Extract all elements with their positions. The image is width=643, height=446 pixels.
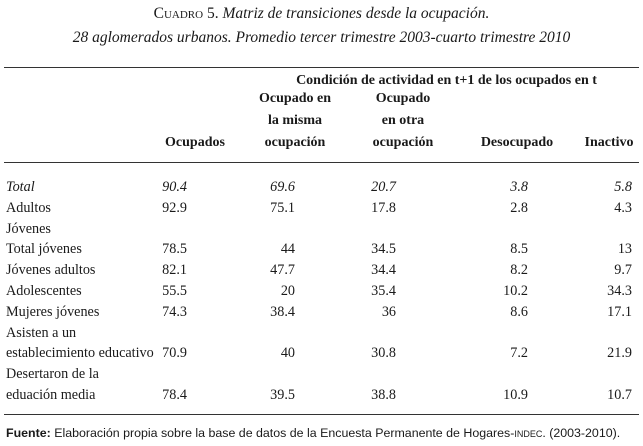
cell-value: 70.9 (162, 345, 187, 362)
table-caption-title: Cuadro 5. Matriz de transiciones desde l… (0, 5, 643, 23)
row-label: Desertaron de la (6, 366, 99, 383)
cell-value: 13 (617, 241, 632, 258)
row-label: Total (6, 179, 35, 195)
cell-value: 9.7 (614, 262, 632, 279)
source-abbr: indec (514, 426, 543, 440)
col-header-inactivo: Inactivo (573, 132, 643, 154)
cell-value: 20.7 (371, 179, 396, 195)
cell-value: 8.5 (510, 241, 528, 258)
col-header-otra-ocupacion: Ocupado en otra ocupación (348, 88, 458, 154)
cell-value: 4.3 (614, 199, 632, 216)
caption-label: Cuadro 5. (153, 5, 219, 22)
cell-value: 40 (280, 345, 295, 362)
table-row: Adolescentes 55.5 20 35.4 10.2 34.3 (0, 280, 643, 301)
cell-value: 78.4 (162, 386, 187, 403)
row-label: eduación media (6, 386, 96, 403)
cell-value: 2.8 (510, 199, 528, 216)
cell-value: 34.3 (607, 283, 632, 299)
table-row: Adultos 92.9 75.1 17.8 2.8 4.3 (0, 197, 643, 218)
cell-value: 8.2 (510, 262, 528, 279)
row-label: Jóvenes (6, 220, 51, 237)
row-label: Adultos (6, 199, 51, 216)
cell-value: 8.6 (510, 303, 528, 320)
row-label: establecimiento educativo (6, 345, 154, 362)
col-header-line: Ocupado (375, 91, 431, 106)
cell-value: 55.5 (162, 283, 187, 299)
cell-value: 69.6 (270, 179, 295, 195)
cell-value: 92.9 (162, 199, 187, 216)
source-label: Fuente: (6, 426, 51, 440)
row-label: Asisten a un (6, 324, 77, 341)
cell-value: 17.8 (371, 199, 396, 216)
cell-value: 34.4 (371, 262, 396, 279)
table-caption-subtitle: 28 aglomerados urbanos. Promedio tercer … (72, 29, 571, 46)
source-note: Fuente: Elaboración propia sobre la base… (6, 426, 620, 440)
cell-value: 38.4 (270, 303, 295, 320)
cell-value: 20 (280, 283, 295, 299)
col-header-desocupado: Desocupado (462, 132, 572, 154)
cell-value: 35.4 (371, 283, 396, 299)
cell-value: 7.2 (510, 345, 528, 362)
cell-value: 36 (381, 303, 396, 320)
table-row: Total 90.4 69.6 20.7 3.8 5.8 (0, 176, 643, 197)
source-tail: . (2003-2010). (542, 426, 621, 440)
cell-value: 74.3 (162, 303, 187, 320)
source-text: Elaboración propia sobre la base de dato… (54, 426, 515, 440)
cell-value: 21.9 (607, 345, 632, 362)
col-header-line: ocupación (264, 135, 326, 150)
col-header-line: Desocupado (480, 135, 554, 150)
cell-value: 47.7 (270, 262, 295, 279)
cell-value: 10.2 (503, 283, 528, 299)
row-label: Total jóvenes (6, 241, 82, 258)
cell-value: 10.7 (607, 386, 632, 403)
table-row: Jóvenes (0, 218, 643, 239)
cell-value: 82.1 (162, 262, 187, 279)
cell-value: 5.8 (614, 179, 632, 195)
table-row: Total jóvenes 78.5 44 34.5 8.5 13 (0, 238, 643, 259)
cell-value: 10.9 (503, 386, 528, 403)
table-row: Desertaron de la eduación media 78.4 39.5 38… (0, 363, 643, 405)
col-header-misma-ocupacion: Ocupado en la misma ocupación (240, 88, 350, 154)
table-row: Mujeres jóvenes 74.3 38.4 36 8.6 17.1 (0, 301, 643, 322)
bottom-rule (4, 414, 639, 415)
group-header: Condición de actividad en t+1 de los ocu… (296, 73, 597, 88)
cell-value: 75.1 (270, 199, 295, 216)
col-header-line: en otra (381, 113, 425, 128)
row-label: Adolescentes (6, 283, 82, 299)
cell-value: 30.8 (371, 345, 396, 362)
caption-title: Matriz de transiciones desde la ocupació… (222, 5, 490, 22)
col-header-line: Ocupado en (259, 91, 331, 106)
header-rule (4, 162, 639, 163)
row-label: Jóvenes adultos (6, 262, 96, 279)
cell-value: 39.5 (270, 386, 295, 403)
cell-value: 17.1 (607, 303, 632, 320)
cell-value: 34.5 (371, 241, 396, 258)
cell-value: 3.8 (510, 179, 528, 195)
cell-value: 78.5 (162, 241, 187, 258)
cell-value: 44 (280, 241, 295, 258)
top-rule (4, 67, 639, 68)
table-row: Asisten a un establecimiento educativo 70.… (0, 322, 643, 364)
cell-value: 90.4 (162, 179, 187, 195)
cell-value: 38.8 (371, 386, 396, 403)
col-header-line: la misma (267, 113, 323, 128)
row-label: Mujeres jóvenes (6, 303, 100, 320)
col-header-line: Inactivo (584, 135, 634, 150)
col-header-line: Ocupados (165, 135, 225, 150)
table-row: Jóvenes adultos 82.1 47.7 34.4 8.2 9.7 (0, 259, 643, 280)
col-header-ocupados: Ocupados (140, 132, 250, 154)
col-header-line: ocupación (372, 135, 434, 150)
